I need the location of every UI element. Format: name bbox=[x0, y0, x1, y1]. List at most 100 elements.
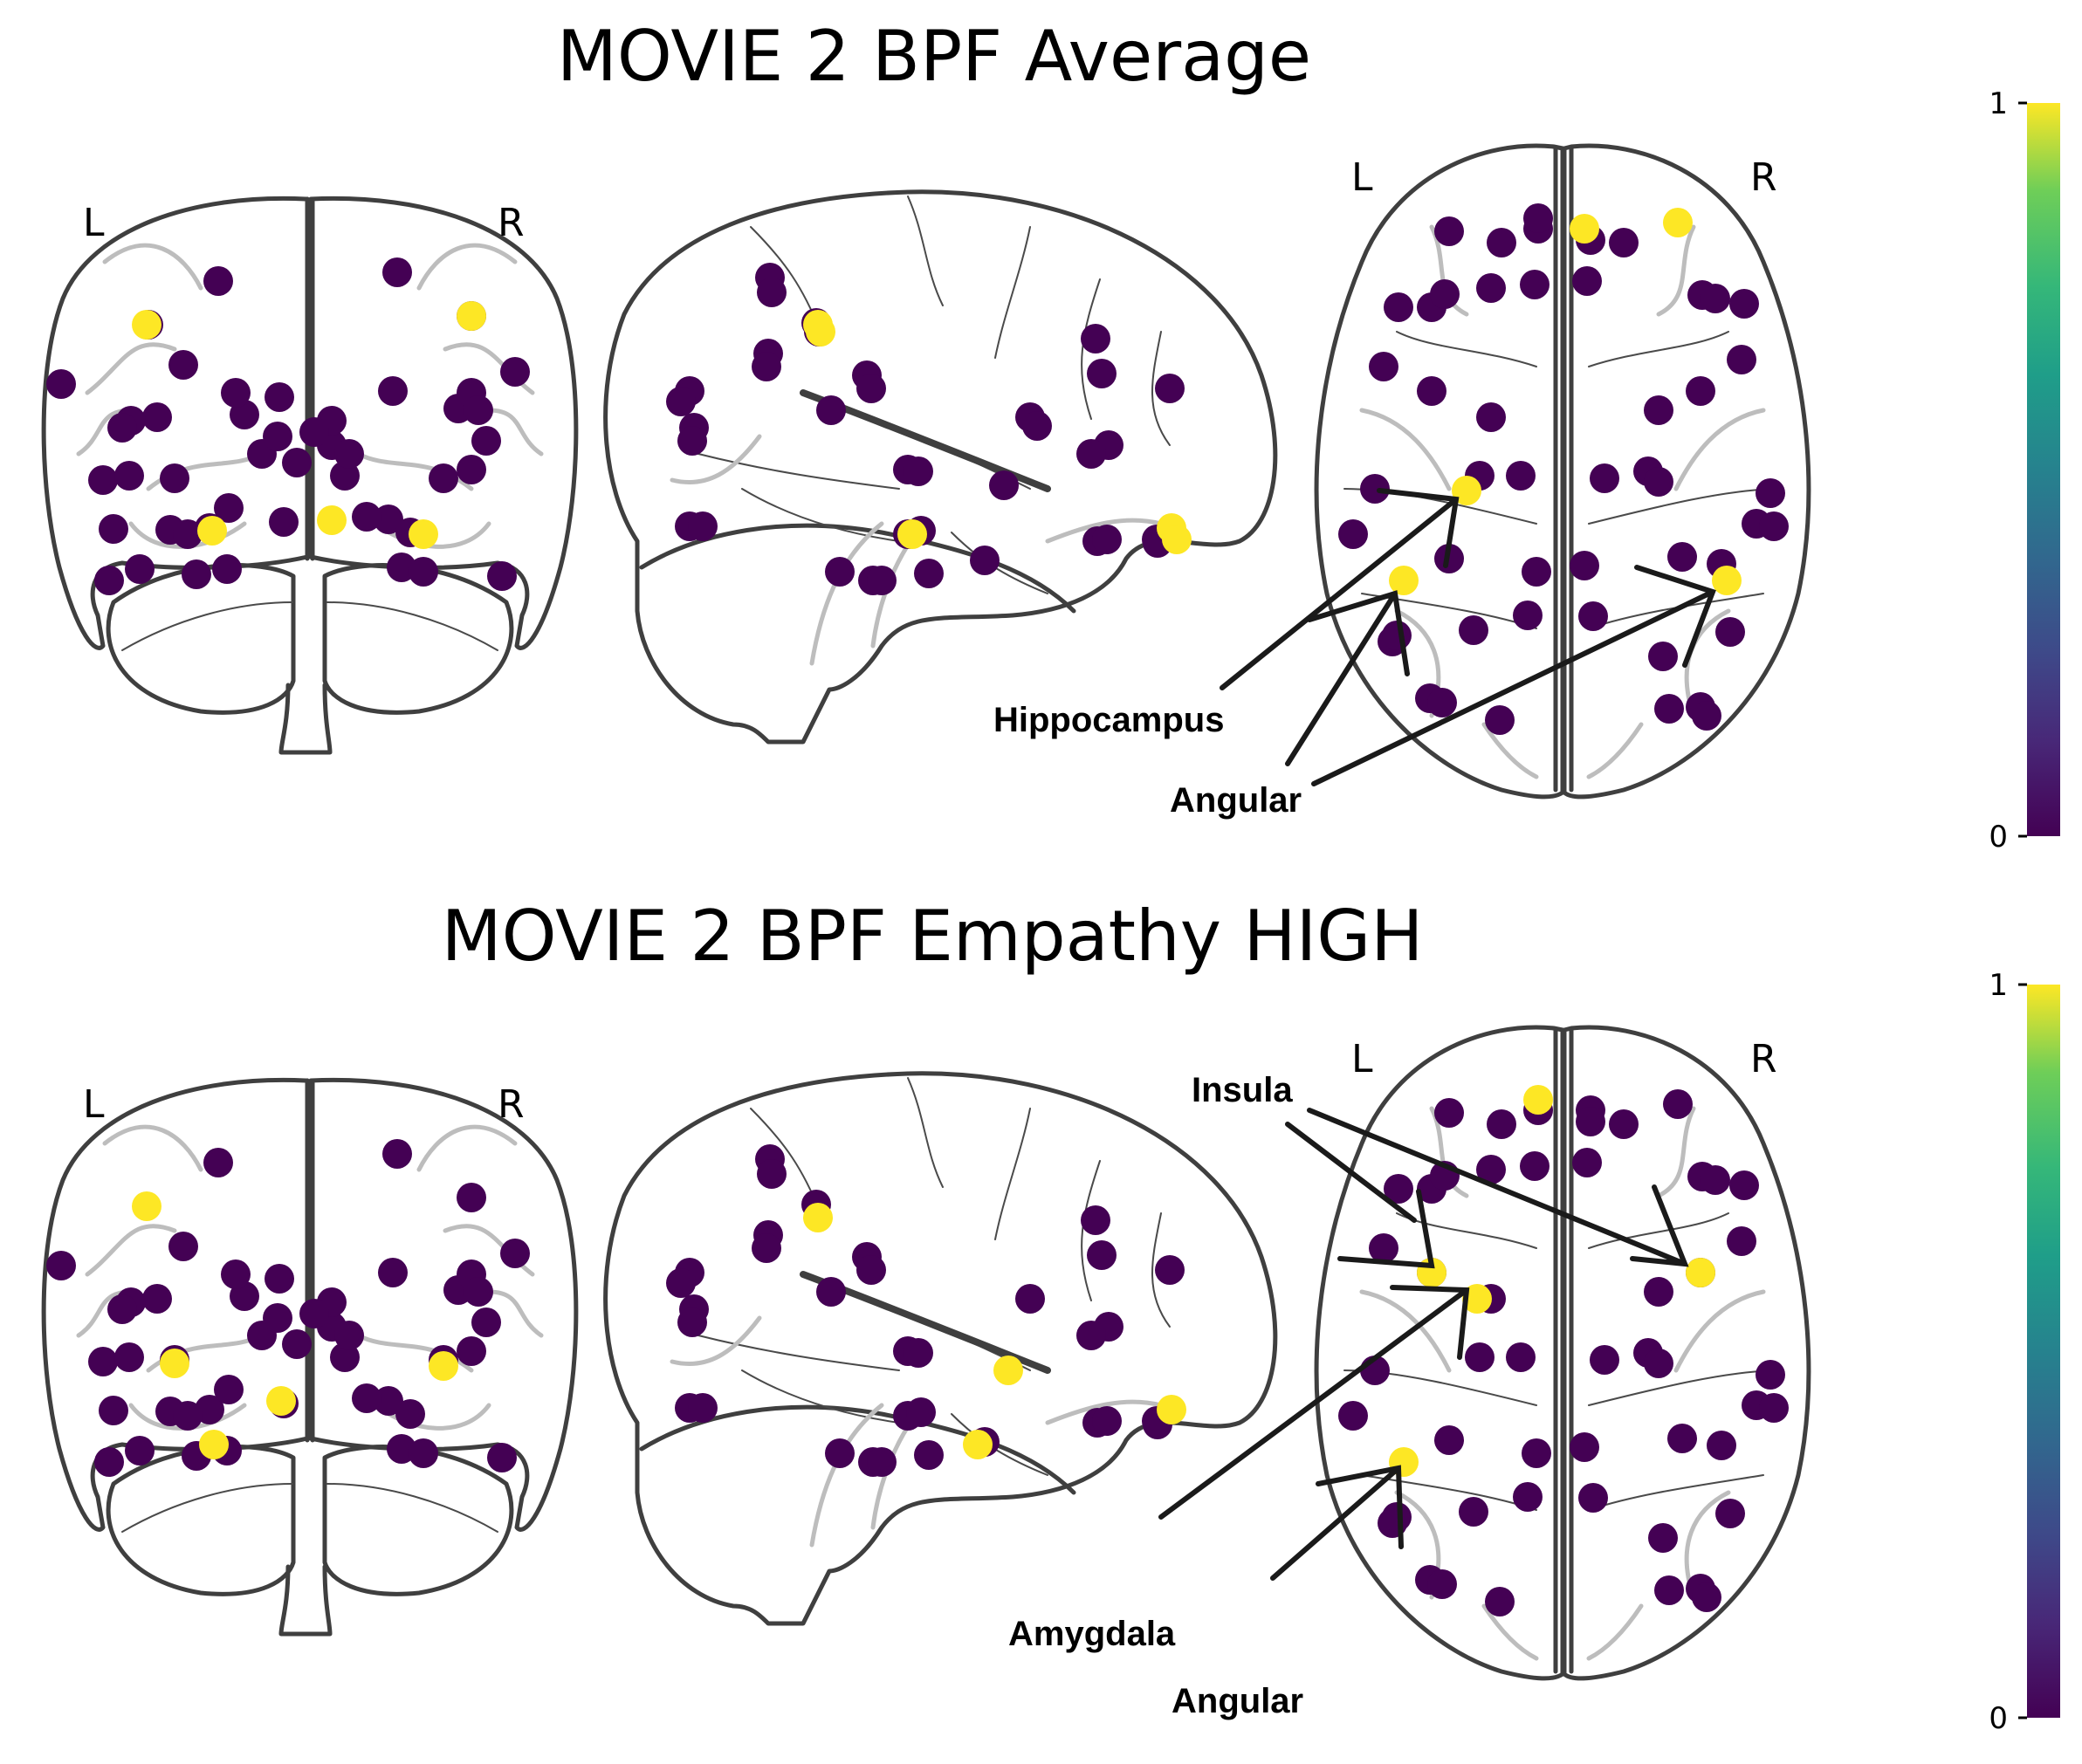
node-low bbox=[1092, 1406, 1122, 1436]
node-high bbox=[1712, 566, 1742, 595]
node-low bbox=[382, 257, 412, 287]
node-low bbox=[263, 1303, 292, 1333]
node-low bbox=[1701, 1165, 1730, 1195]
node-low bbox=[1476, 1155, 1506, 1184]
node-low bbox=[1076, 1321, 1106, 1350]
node-low bbox=[1382, 621, 1412, 650]
node-high bbox=[1157, 1395, 1186, 1424]
node-low bbox=[269, 507, 299, 537]
node-low bbox=[1155, 374, 1185, 403]
node-high bbox=[897, 519, 927, 549]
node-low bbox=[904, 456, 933, 486]
node-low bbox=[1076, 439, 1106, 469]
node-low bbox=[1701, 284, 1730, 313]
node-low bbox=[677, 1308, 707, 1337]
node-low bbox=[1759, 511, 1789, 541]
node-low bbox=[1570, 551, 1599, 580]
node-low bbox=[99, 1396, 128, 1425]
node-low bbox=[88, 465, 118, 495]
colorbar-min-label: 0 bbox=[1989, 820, 2008, 855]
sagittal-outline bbox=[603, 189, 1278, 745]
node-low bbox=[1644, 467, 1673, 497]
node-low bbox=[1654, 694, 1684, 724]
node-low bbox=[1427, 688, 1457, 717]
node-low bbox=[856, 1255, 886, 1285]
node-low bbox=[46, 1251, 76, 1280]
node-low bbox=[160, 463, 189, 493]
node-low bbox=[382, 1139, 412, 1169]
coronal-view: L R bbox=[41, 1077, 579, 1637]
node-low bbox=[114, 1342, 144, 1372]
node-low bbox=[334, 439, 364, 469]
node-low bbox=[409, 1438, 438, 1468]
node-low bbox=[457, 455, 486, 484]
node-high bbox=[457, 301, 486, 331]
brainstem bbox=[278, 683, 333, 755]
node-low bbox=[1360, 474, 1390, 504]
node-low bbox=[1686, 376, 1715, 406]
node-low bbox=[464, 395, 493, 425]
node-low bbox=[1654, 1575, 1684, 1605]
colorbar-min-label: 0 bbox=[1989, 1701, 2008, 1736]
panel-title: MOVIE 2 BPF Average bbox=[557, 16, 1311, 97]
node-low bbox=[1590, 1345, 1619, 1375]
node-high bbox=[1570, 214, 1599, 244]
arrow-angular-left bbox=[1285, 590, 1410, 766]
sagittal-view bbox=[603, 1071, 1278, 1626]
node-low bbox=[378, 1258, 408, 1287]
node-low bbox=[1434, 1425, 1464, 1455]
node-low bbox=[374, 504, 403, 534]
node-low bbox=[904, 1338, 933, 1368]
right-label: R bbox=[1750, 155, 1777, 200]
node-low bbox=[1369, 1233, 1398, 1263]
node-low bbox=[1648, 1523, 1678, 1553]
node-low bbox=[1729, 289, 1759, 319]
node-high bbox=[1462, 1284, 1492, 1314]
node-low bbox=[395, 1399, 425, 1429]
node-low bbox=[906, 1397, 936, 1427]
node-low bbox=[1692, 1582, 1721, 1612]
node-low bbox=[471, 1308, 501, 1337]
node-low bbox=[125, 1436, 155, 1465]
colorbar: 1 0 bbox=[1989, 86, 2060, 855]
node-low bbox=[1578, 1483, 1608, 1513]
arrow-hippocampus bbox=[1220, 488, 1460, 690]
node-low bbox=[334, 1321, 364, 1350]
annotation-insula: Insula bbox=[1192, 1071, 1293, 1109]
node-low bbox=[1644, 395, 1673, 425]
colorbar: 1 0 bbox=[1989, 968, 2060, 1736]
node-low bbox=[1459, 615, 1488, 645]
node-low bbox=[1506, 1342, 1536, 1372]
panel-average: MOVIE 2 BPF Average L R bbox=[41, 16, 2060, 855]
node-high bbox=[963, 1430, 993, 1459]
node-low bbox=[1155, 1255, 1185, 1285]
node-high bbox=[266, 1386, 296, 1416]
node-low bbox=[282, 448, 312, 477]
node-low bbox=[1572, 1148, 1602, 1177]
left-label: L bbox=[83, 201, 105, 245]
node-low bbox=[688, 1393, 718, 1423]
node-group bbox=[46, 1139, 530, 1477]
node-low bbox=[1485, 705, 1515, 735]
node-low bbox=[1092, 525, 1122, 554]
node-low bbox=[1756, 1360, 1785, 1390]
node-low bbox=[1427, 1569, 1457, 1599]
node-low bbox=[114, 461, 144, 491]
right-label: R bbox=[1750, 1037, 1777, 1081]
node-low bbox=[471, 426, 501, 456]
node-low bbox=[1572, 266, 1602, 296]
node-low bbox=[816, 395, 846, 425]
node-group bbox=[1338, 203, 1789, 735]
node-low bbox=[1609, 1109, 1639, 1139]
node-high bbox=[429, 1351, 458, 1381]
node-low bbox=[757, 278, 787, 307]
node-low bbox=[263, 422, 292, 451]
node-low bbox=[1015, 1284, 1045, 1314]
node-low bbox=[1590, 463, 1619, 493]
node-low bbox=[677, 426, 707, 456]
arrow-amygdala bbox=[1158, 1285, 1470, 1520]
node-low bbox=[1430, 279, 1460, 309]
node-low bbox=[1756, 478, 1785, 508]
node-low bbox=[1476, 402, 1506, 432]
